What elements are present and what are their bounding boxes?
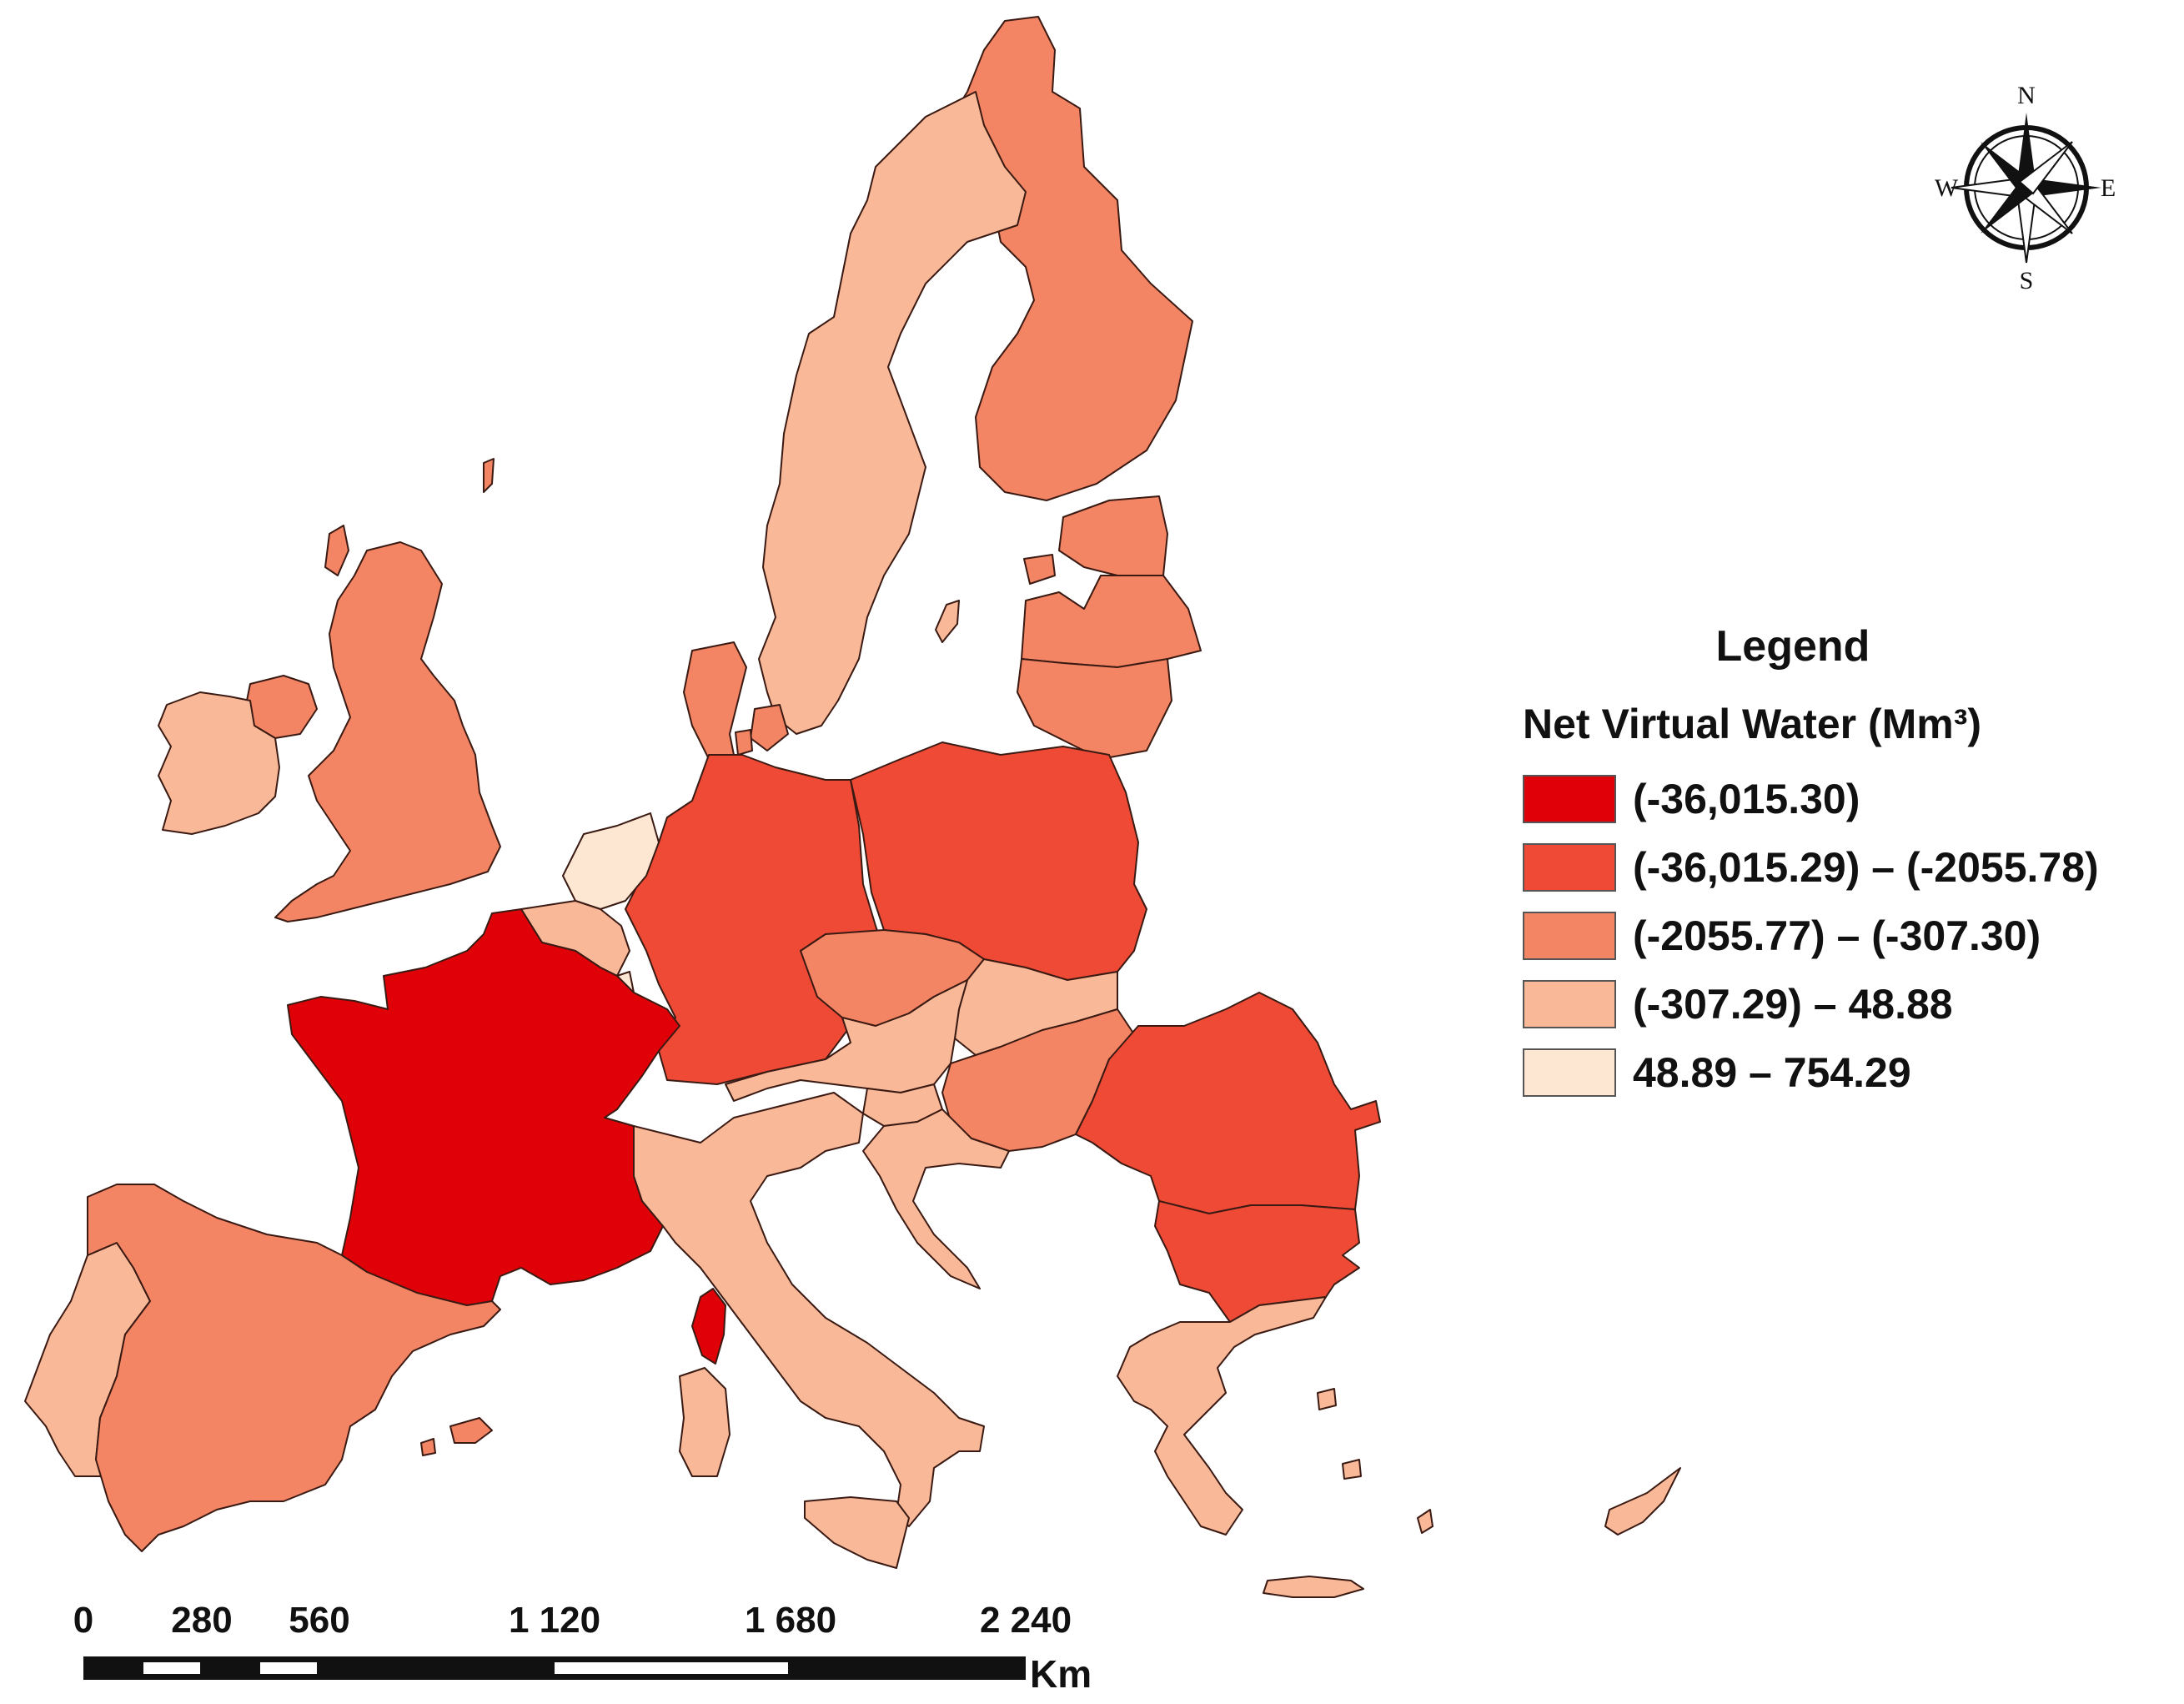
scale-bar: 0 280 560 1 120 1 680 2 240 Km [67, 1600, 1134, 1700]
region-cyprus[interactable] [1604, 1467, 1681, 1536]
region-ireland[interactable] [158, 691, 280, 835]
north-arrow-compass: N S W E [1935, 83, 2116, 292]
scale-unit-label: Km [1030, 1652, 1092, 1696]
region-saaremaa[interactable] [1023, 554, 1056, 585]
scale-tick-label: 0 [73, 1600, 94, 1641]
scale-tick-label: 1 120 [508, 1600, 601, 1641]
region-sicily[interactable] [804, 1496, 910, 1569]
legend-title: Legend [1715, 622, 1870, 671]
region-spain[interactable] [87, 1184, 501, 1552]
compass-n-label: N [2017, 83, 2036, 109]
region-mallorca[interactable] [449, 1417, 493, 1444]
legend-item: (-36,015.29) – (-2055.78) [1518, 833, 2176, 902]
legend-item: (-36,015.30) [1518, 765, 2176, 833]
legend-label: 48.89 – 754.29 [1633, 1049, 1911, 1096]
region-greece[interactable] [1117, 1296, 1327, 1536]
legend-subtitle: Net Virtual Water (Mm³) [1523, 701, 1982, 747]
legend-item: 48.89 – 754.29 [1518, 1038, 2176, 1107]
legend-swatch [1523, 912, 1616, 960]
compass-w-label: W [1935, 174, 1959, 202]
scale-tick-label: 1 680 [744, 1600, 837, 1641]
region-finland[interactable] [946, 16, 1193, 501]
region-estonia[interactable] [1058, 495, 1168, 576]
legend-item: (-307.29) – 48.88 [1518, 970, 2176, 1038]
legend-swatch [1523, 980, 1616, 1028]
map-legend: Legend Net Virtual Water (Mm³) (-36,015.… [1518, 621, 2176, 1107]
region-lithuania[interactable] [1017, 658, 1172, 760]
compass-s-label: S [2020, 267, 2034, 292]
region-ibiza[interactable] [420, 1438, 436, 1456]
region-denmark[interactable] [683, 641, 747, 760]
legend-item: (-2055.77) – (-307.30) [1518, 902, 2176, 970]
region-aegean-island-1[interactable] [1317, 1388, 1337, 1410]
region-sardinia[interactable] [679, 1367, 731, 1477]
region-aegean-island-2[interactable] [1342, 1459, 1362, 1480]
compass-e-label: E [2101, 174, 2116, 202]
region-gotland[interactable] [935, 600, 960, 643]
scale-tick-label: 280 [171, 1600, 233, 1641]
region-bulgaria[interactable] [1154, 1200, 1360, 1323]
scale-bar-strip [83, 1656, 1026, 1680]
legend-label: (-2055.77) – (-307.30) [1633, 912, 2041, 959]
region-funen[interactable] [735, 729, 753, 756]
region-shetland[interactable] [483, 458, 495, 493]
region-latvia[interactable] [1021, 575, 1202, 668]
legend-label: (-307.29) – 48.88 [1633, 981, 1953, 1028]
legend-swatch [1523, 775, 1616, 823]
region-netherlands[interactable] [562, 812, 660, 910]
region-italy[interactable] [633, 1092, 985, 1527]
region-romania[interactable] [1075, 992, 1381, 1214]
legend-swatch [1523, 1048, 1616, 1097]
region-hebrides[interactable] [324, 525, 349, 576]
region-corsica[interactable] [691, 1288, 726, 1365]
region-rhodes[interactable] [1417, 1509, 1433, 1534]
region-croatia[interactable] [862, 1108, 1010, 1289]
legend-label: (-36,015.30) [1633, 776, 1860, 822]
scale-tick-label: 2 240 [979, 1600, 1072, 1641]
region-france[interactable] [287, 908, 680, 1306]
legend-label: (-36,015.29) – (-2055.78) [1633, 844, 2099, 891]
region-zealand[interactable] [750, 704, 789, 751]
region-united-kingdom[interactable] [274, 541, 501, 922]
region-sweden[interactable] [758, 91, 1027, 735]
legend-swatch [1523, 843, 1616, 892]
scale-tick-label: 560 [289, 1600, 350, 1641]
region-crete[interactable] [1263, 1576, 1364, 1598]
